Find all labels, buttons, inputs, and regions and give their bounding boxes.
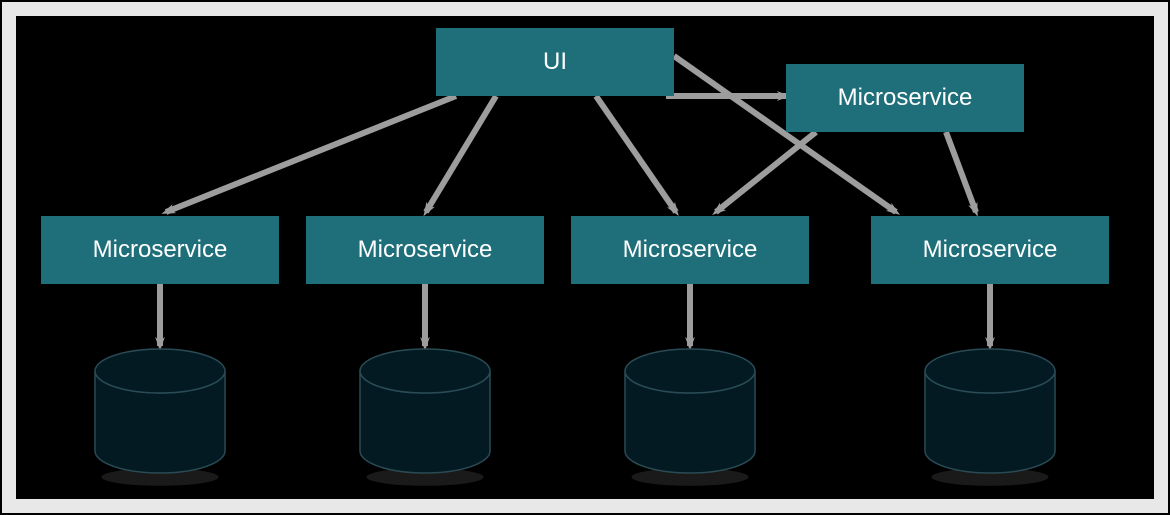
node-ms1: Microservice — [41, 216, 279, 284]
node-ms3: Microservice — [571, 216, 809, 284]
node-ms4: Microservice — [871, 216, 1109, 284]
node-ms2: Microservice — [306, 216, 544, 284]
database-db1 — [95, 349, 225, 486]
database-db2 — [360, 349, 490, 486]
edge-ui-ms1 — [166, 96, 456, 212]
node-ui: UI — [436, 28, 674, 96]
edge-msT-ms4 — [946, 132, 976, 212]
node-msT: Microservice — [786, 64, 1024, 132]
diagram-frame: UI Microservice Microservice Microservice Mi… — [0, 0, 1170, 515]
database-db3 — [625, 349, 755, 486]
edge-ui-ms2 — [426, 96, 496, 212]
edge-ui-ms3 — [596, 96, 676, 212]
database-db4 — [925, 349, 1055, 486]
diagram-canvas: UI Microservice Microservice Microservice Mi… — [16, 16, 1154, 499]
edge-msT-ms3 — [716, 132, 816, 212]
